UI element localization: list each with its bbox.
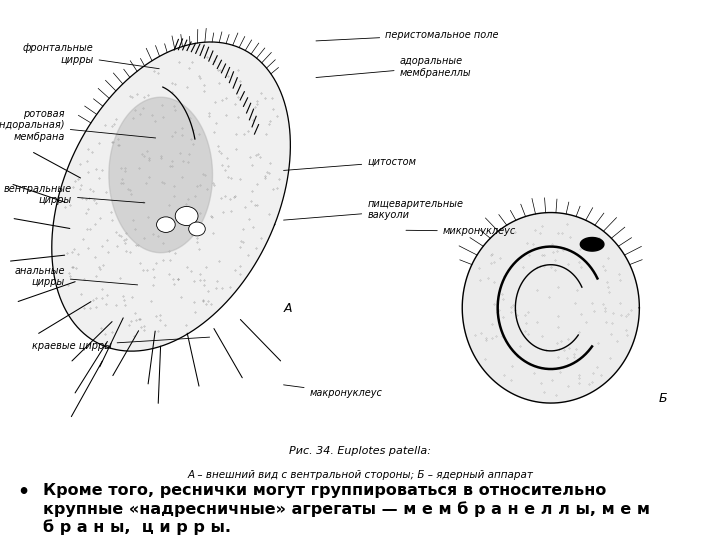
Text: микронуклеус: микронуклеус: [406, 226, 516, 236]
Text: Рис. 34. Euplotes patella:: Рис. 34. Euplotes patella:: [289, 446, 431, 456]
Text: б р а н ы,  ц и р р ы.: б р а н ы, ц и р р ы.: [43, 519, 231, 536]
Text: анальные
цирры: анальные цирры: [14, 266, 138, 287]
Text: цитостом: цитостом: [284, 157, 416, 171]
Circle shape: [156, 217, 175, 232]
Circle shape: [189, 222, 205, 236]
Text: А – внешний вид с вентральной стороны; Б – ядерный аппарат: А – внешний вид с вентральной стороны; Б…: [187, 470, 533, 480]
Text: макронуклеус: макронуклеус: [284, 385, 382, 398]
Text: Кроме того, реснички могут группироваться в относительно: Кроме того, реснички могут группироватьс…: [43, 483, 606, 498]
Text: •: •: [17, 483, 29, 502]
Polygon shape: [52, 42, 290, 351]
Text: адоральные
мембранеллы: адоральные мембранеллы: [316, 56, 471, 78]
Polygon shape: [109, 97, 212, 253]
Text: А: А: [284, 302, 292, 315]
Text: фронтальные
цирры: фронтальные цирры: [23, 43, 159, 69]
Text: перистомальное поле: перистомальное поле: [316, 30, 499, 41]
Circle shape: [175, 206, 198, 226]
Polygon shape: [580, 238, 604, 251]
Text: пищеварительные
вакуоли: пищеварительные вакуоли: [284, 199, 463, 220]
Text: ротовая
(эндоральная)
мембрана: ротовая (эндоральная) мембрана: [0, 109, 156, 142]
Text: краевые цирры: краевые цирры: [32, 337, 210, 350]
Text: Б: Б: [659, 392, 667, 405]
Text: вентральные
цирры: вентральные цирры: [4, 184, 145, 205]
Text: крупные «надресничные» агрегаты — м е м б р а н е л л ы, м е м: крупные «надресничные» агрегаты — м е м …: [43, 501, 650, 517]
Polygon shape: [462, 213, 639, 403]
